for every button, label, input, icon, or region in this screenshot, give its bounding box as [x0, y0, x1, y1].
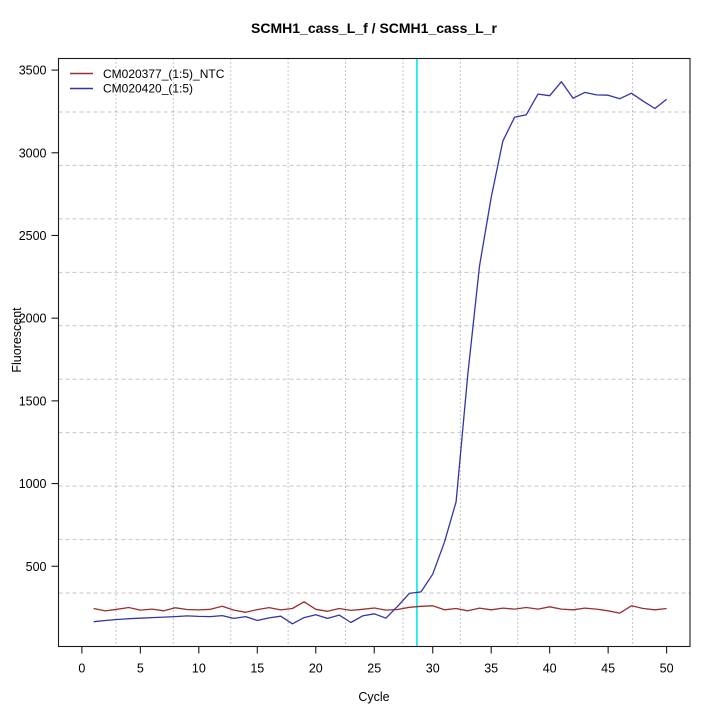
x-tick-label: 0 — [78, 662, 85, 676]
series-line-1 — [93, 81, 668, 625]
x-tick-label: 35 — [484, 662, 498, 676]
x-tick-label: 10 — [192, 662, 206, 676]
series-line-0 — [93, 601, 667, 614]
x-axis-label: Cycle — [358, 690, 389, 704]
y-axis-label: Fluorescent — [10, 307, 24, 373]
legend: CM020377_(1:5)_NTC CM020420_(1:5) — [70, 67, 225, 96]
x-tick-label: 20 — [309, 662, 323, 676]
x-tick-label: 50 — [660, 662, 674, 676]
y-tick-label: 2500 — [19, 229, 47, 243]
x-tick-label: 15 — [250, 662, 264, 676]
legend-label-sample: CM020420_(1:5) — [103, 82, 193, 96]
chart-title: SCMH1_cass_L_f / SCMH1_cass_L_r — [251, 20, 497, 36]
y-tick-label: 3500 — [19, 64, 47, 78]
y-tick-label: 1000 — [19, 477, 47, 491]
y-tick-label: 3000 — [19, 146, 47, 160]
x-tick-label: 45 — [601, 662, 615, 676]
y-tick-label: 500 — [26, 560, 47, 574]
grid-layer — [58, 58, 690, 647]
y-axis: 500 1000 1500 2000 2500 3000 3500 — [19, 64, 59, 574]
x-axis: 0 5 10 15 20 25 30 35 40 45 50 — [78, 646, 674, 676]
x-tick-label: 25 — [367, 662, 381, 676]
y-tick-label: 2000 — [19, 312, 47, 326]
series-layer — [93, 81, 668, 625]
y-tick-label: 1500 — [19, 394, 47, 408]
x-tick-label: 40 — [543, 662, 557, 676]
x-tick-label: 30 — [426, 662, 440, 676]
x-tick-label: 5 — [137, 662, 144, 676]
legend-label-ntc: CM020377_(1:5)_NTC — [103, 67, 225, 81]
plot-box — [57, 57, 691, 648]
